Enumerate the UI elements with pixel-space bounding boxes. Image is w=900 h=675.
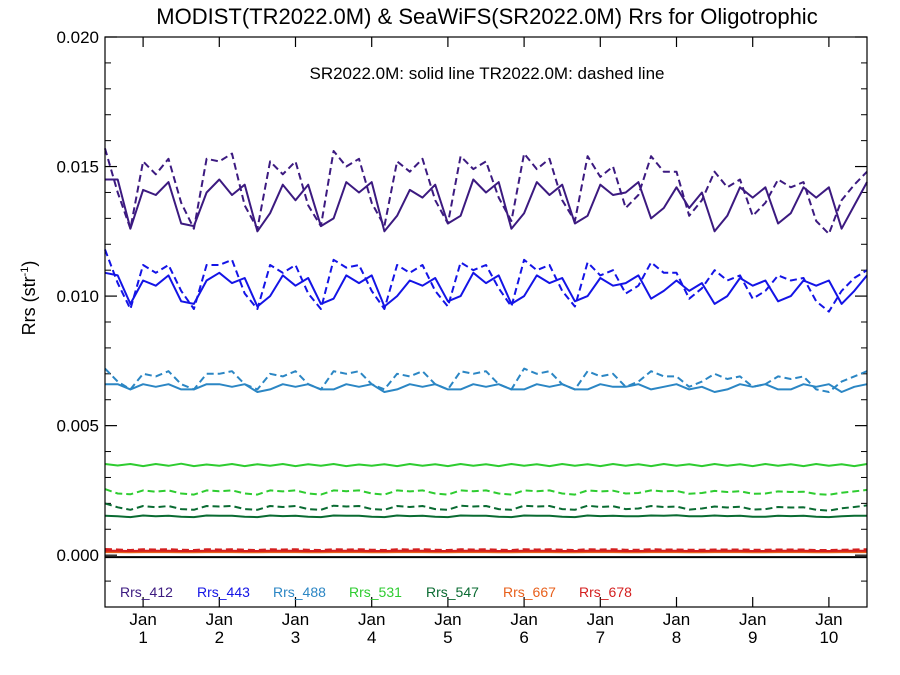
x-tick-label-month: Jan xyxy=(510,610,537,629)
y-tick-labels: 0.000 0.005 0.010 0.015 0.020 xyxy=(56,28,99,565)
x-tick-label-year: 7 xyxy=(596,628,605,647)
y-tick-label: 0.005 xyxy=(56,417,99,436)
legend-entry-rrs-678: Rrs_678 xyxy=(579,584,632,600)
series-line-dashed-rrs-412 xyxy=(104,148,868,235)
x-tick-label-year: 1 xyxy=(138,628,147,647)
x-tick-labels: Jan1Jan2Jan3Jan4Jan5Jan6Jan7Jan8Jan9Jan1… xyxy=(129,610,842,647)
x-tick-label-year: 9 xyxy=(748,628,757,647)
x-tick-label-month: Jan xyxy=(282,610,309,629)
x-tick-label-year: 8 xyxy=(672,628,681,647)
legend-entry-rrs-547: Rrs_547 xyxy=(426,584,479,600)
y-axis-label: Rrs (str-1) xyxy=(19,261,39,336)
series-layer xyxy=(104,148,868,559)
legend-entry-rrs-412: Rrs_412 xyxy=(120,584,173,600)
x-tick-label-month: Jan xyxy=(434,610,461,629)
y-tick-label: 0.000 xyxy=(56,546,99,565)
series-line-solid-rrs-443 xyxy=(104,271,868,308)
x-tick-label-year: 6 xyxy=(519,628,528,647)
x-tick-label-year: 3 xyxy=(291,628,300,647)
series-line-dashed-rrs-678 xyxy=(104,548,868,551)
svg-text:Rrs (str-1): Rrs (str-1) xyxy=(19,261,39,336)
x-tick-label-month: Jan xyxy=(206,610,233,629)
y-axis-label-sup: -1 xyxy=(19,267,31,277)
line-style-note: SR2022.0M: solid line TR2022.0M: dashed … xyxy=(309,64,664,83)
axis-ticks xyxy=(105,36,867,608)
legend-entry-rrs-443: Rrs_443 xyxy=(197,584,250,600)
y-tick-label: 0.015 xyxy=(56,158,99,177)
x-tick-label-month: Jan xyxy=(587,610,614,629)
y-tick-label: 0.010 xyxy=(56,287,99,306)
x-tick-label-year: 2 xyxy=(215,628,224,647)
y-tick-label: 0.020 xyxy=(56,28,99,47)
x-tick-label-month: Jan xyxy=(739,610,766,629)
x-tick-label-month: Jan xyxy=(358,610,385,629)
y-axis-label-tail: ) xyxy=(19,261,39,267)
series-line-solid-rrs-547 xyxy=(104,514,867,519)
legend-entry-rrs-667: Rrs_667 xyxy=(503,584,556,600)
legend-entry-rrs-531: Rrs_531 xyxy=(349,584,402,600)
y-axis-label-main: Rrs (str xyxy=(19,276,39,335)
legend-entry-rrs-488: Rrs_488 xyxy=(273,584,326,600)
series-line-dashed-rrs-488 xyxy=(104,367,868,393)
x-tick-label-year: 5 xyxy=(443,628,452,647)
legend: Rrs_412 Rrs_443 Rrs_488 Rrs_531 Rrs_547 Rrs_6… xyxy=(120,584,632,600)
x-tick-label-year: 10 xyxy=(819,628,838,647)
x-tick-label-year: 4 xyxy=(367,628,376,647)
series-line-solid-rrs-531 xyxy=(104,462,868,468)
plot-frame xyxy=(104,36,868,608)
series-line-solid-rrs-412 xyxy=(105,178,868,233)
series-line-dashed-rrs-547 xyxy=(104,502,868,512)
series-line-solid-rrs-488 xyxy=(105,383,868,393)
x-tick-label-month: Jan xyxy=(815,610,842,629)
x-tick-label-month: Jan xyxy=(663,610,690,629)
x-tick-label-month: Jan xyxy=(129,610,156,629)
series-line-dashed-rrs-531 xyxy=(104,488,868,496)
chart-title: MODIST(TR2022.0M) & SeaWiFS(SR2022.0M) R… xyxy=(156,4,817,29)
series-line-dashed-rrs-443 xyxy=(104,249,868,313)
